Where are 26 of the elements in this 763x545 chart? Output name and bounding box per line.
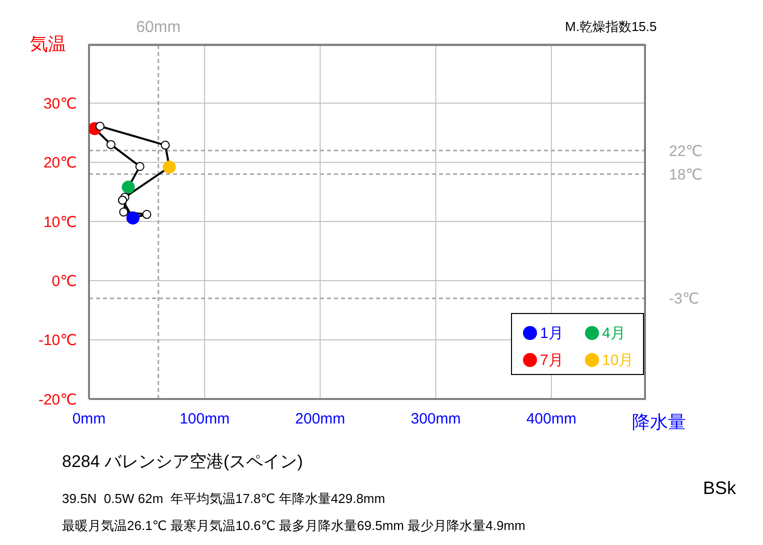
legend-label: 4月 <box>602 324 626 342</box>
x-tick-label: 200mm <box>295 410 346 428</box>
y-axis-title: 気温 <box>30 33 66 56</box>
ref-line-label: 18℃ <box>669 166 703 184</box>
text: 39.5N 0.5W 62m 年平均気温17.8℃ 年降水量429.8mm <box>62 490 386 508</box>
x-tick-label: 300mm <box>410 410 461 428</box>
x-tick-label: 0mm <box>72 410 106 428</box>
legend-label: 1月 <box>540 324 564 342</box>
y-tick-label: 0℃ <box>52 272 77 290</box>
y-tick-label: 30℃ <box>43 95 77 112</box>
ref-line-label: -3℃ <box>669 290 700 308</box>
text: 8284 バレンシア空港(スペイン) <box>62 451 303 473</box>
y-tick-label: 10℃ <box>43 214 77 231</box>
legend-label: 7月 <box>540 350 564 370</box>
text: BSk <box>703 478 736 499</box>
y-tick-label: -10℃ <box>38 332 77 350</box>
x-axis-title: 降水量 <box>632 411 686 434</box>
text: 最暖月気温26.1℃ 最寒月気温10.6℃ 最多月降水量69.5mm 最少月降水量4.9mm <box>62 517 526 535</box>
y-tick-label: -20℃ <box>38 391 77 408</box>
ref-line-label: 22℃ <box>669 142 703 160</box>
x-tick-label: 100mm <box>180 410 230 428</box>
ref-line-label: 60mm <box>136 19 181 36</box>
x-tick-label: 400mm <box>526 410 576 428</box>
y-tick-label: 20℃ <box>43 154 77 172</box>
legend-label: 10月 <box>602 350 634 370</box>
text: M.乾燥指数15.5 <box>565 18 657 36</box>
